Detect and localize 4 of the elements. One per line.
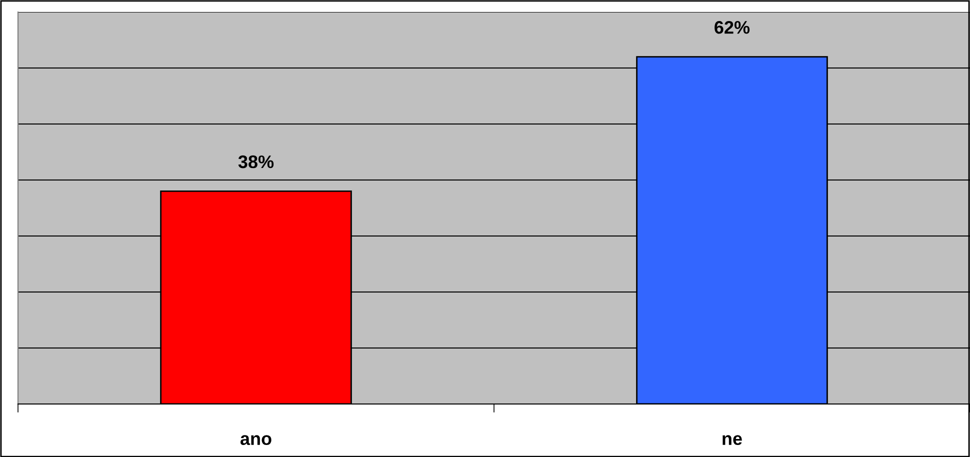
- x-tick-label: ne: [722, 435, 742, 446]
- data-label: 38%: [238, 155, 274, 168]
- x-tick-label: ano: [240, 435, 272, 446]
- data-label: 62%: [714, 21, 750, 34]
